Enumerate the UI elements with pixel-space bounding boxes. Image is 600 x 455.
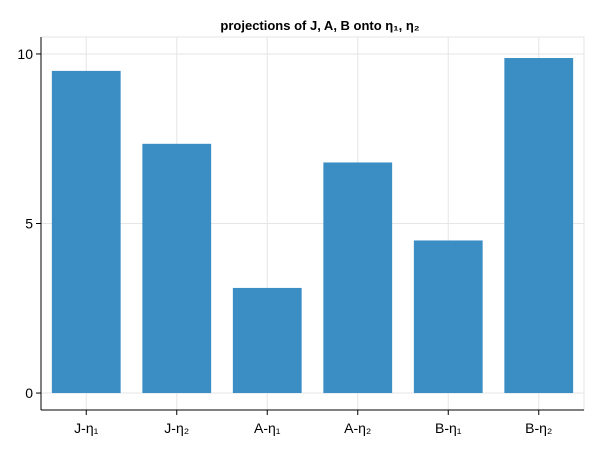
chart-title: projections of J, A, B onto η₁, η₂ xyxy=(220,18,419,33)
x-tick-label: A-η₂ xyxy=(344,420,371,436)
bar xyxy=(323,162,393,394)
x-tick-label: B-η₁ xyxy=(435,420,462,436)
x-tick-label: B-η₂ xyxy=(525,420,552,436)
axis-layer: 0 5 10 J-η₁ J-η₂ A-η₁ A-η₂ B-η₁ B-η₂ xyxy=(17,37,584,436)
bar xyxy=(504,58,574,394)
y-tick-label: 10 xyxy=(17,46,33,62)
bar xyxy=(232,287,302,394)
bar xyxy=(51,70,121,394)
x-tick-label: J-η₂ xyxy=(164,420,189,436)
x-tick-label: J-η₁ xyxy=(74,420,98,436)
bar xyxy=(142,143,212,394)
y-tick-label: 0 xyxy=(25,385,33,401)
x-tick-label: A-η₁ xyxy=(254,420,281,436)
bar xyxy=(413,240,483,394)
y-tick-label: 5 xyxy=(25,216,33,232)
bar-layer xyxy=(51,58,574,394)
grid-layer xyxy=(40,36,585,411)
